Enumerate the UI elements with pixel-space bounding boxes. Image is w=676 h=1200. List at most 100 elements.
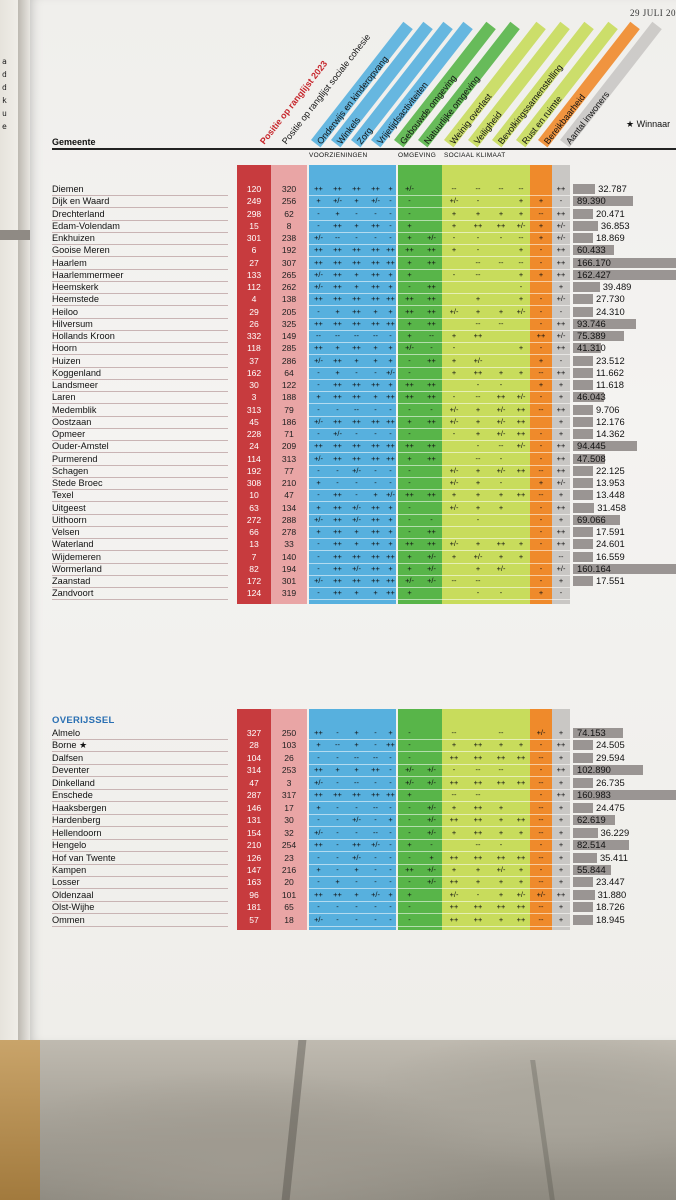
inwoners-value: 27.730 (596, 293, 625, 305)
score-cell: +/- (328, 195, 347, 209)
table-row: Haaksbergen 146 17 + - - -- - - +/- + ++ + -- + 24.475 (30, 801, 660, 815)
score-cell: + (490, 367, 512, 380)
score-cell: + (466, 416, 490, 429)
score-cell: ++ (309, 889, 328, 902)
score-cell: ++ (347, 342, 366, 356)
score-cell: + (442, 220, 466, 233)
inwoners-bar (573, 233, 593, 243)
score-cell (512, 453, 530, 466)
inwoners-bar (573, 765, 643, 776)
score-cell: + (466, 404, 490, 417)
table-row: Uitgeest 63 134 + ++ +/- ++ + - +/- + + - ++ 31.458 (30, 501, 660, 515)
score-cell (512, 330, 530, 343)
score-cell: -- (466, 764, 490, 778)
score-cell: ++ (552, 269, 570, 282)
inwoners-bar-wrap: 36.229 (573, 827, 676, 838)
score-cell: + (530, 232, 552, 245)
score-cell: + (398, 318, 421, 331)
score-cell: + (309, 739, 328, 753)
inwoners-bar-wrap: 60.433 (573, 244, 676, 256)
inwoners-value: 24.310 (596, 305, 625, 317)
score-cell: - (347, 827, 366, 840)
score-cell: ++ (490, 220, 512, 233)
score-cell: ++ (347, 789, 366, 803)
score-cell: + (347, 269, 366, 282)
municipality-name: Haaksbergen (52, 802, 228, 815)
municipality-name: Purmerend (52, 453, 228, 466)
score-cell (442, 453, 466, 466)
margin-letter: u (2, 109, 7, 118)
municipality-name: Texel (52, 489, 228, 503)
inwoners-bar (573, 416, 593, 427)
municipality-name: Olst-Wijhe (52, 901, 228, 915)
table-row: Borne ★ 28 103 + -- + - ++ - + ++ + + - ++ 24.505 (30, 739, 660, 753)
inwoners-bar (573, 380, 593, 390)
table-row: Drechterland 298 62- + - - - - + + + + -- ++ 20.471 (30, 207, 660, 221)
rank-cohesie: 307 (271, 256, 307, 269)
score-cell: + (366, 489, 385, 503)
score-cell: - (309, 587, 328, 601)
score-cell: - (552, 355, 570, 368)
inwoners-bar-wrap: 166.170 (573, 257, 676, 268)
inwoners-bar-wrap: 31.458 (573, 502, 676, 513)
score-cell: +/- (309, 453, 328, 466)
inwoners-bar (573, 790, 676, 801)
inwoners-bar-wrap: 89.390 (573, 195, 676, 207)
inwoners-bar (573, 429, 593, 439)
score-cell: + (347, 889, 366, 902)
score-cell: + (385, 727, 396, 740)
score-cell: + (552, 428, 570, 441)
score-cell (490, 244, 512, 258)
score-cell: + (530, 355, 552, 368)
score-cell: - (347, 232, 366, 245)
inwoners-bar (573, 539, 593, 550)
rank-cohesie: 320 (271, 183, 307, 195)
score-cell: ++ (328, 563, 347, 576)
score-cell: ++ (328, 269, 347, 282)
score-cell: ++ (328, 587, 347, 601)
inwoners-bar-wrap: 160.164 (573, 563, 676, 574)
score-cell: - (466, 440, 490, 454)
score-cell: ++ (385, 575, 396, 588)
rank-cohesie: 194 (271, 562, 307, 575)
score-cell (490, 195, 512, 209)
score-cell: +/- (385, 489, 396, 503)
inwoners-bar (573, 367, 593, 378)
score-cell: - (385, 777, 396, 790)
score-cell: + (512, 208, 530, 221)
score-cell: ++ (490, 752, 512, 765)
score-cell: + (442, 208, 466, 221)
score-cell: - (530, 257, 552, 270)
table-row: Hof van Twente 126 23- - +/- - - - + ++ ++ ++ ++ -- + … (30, 851, 660, 865)
municipality-label: Ouder-Amstel (52, 441, 109, 452)
score-cell: -- (328, 739, 347, 753)
inwoners-bar-wrap: 16.559 (573, 551, 676, 562)
score-cell: -- (466, 453, 490, 466)
municipality-name: Ommen (52, 914, 228, 927)
score-cell: - (385, 404, 396, 417)
inwoners-value: 22.125 (596, 464, 625, 476)
score-cell (512, 575, 530, 588)
inwoners-value: 26.735 (596, 776, 625, 788)
score-cell: - (366, 814, 385, 828)
rank-cohesie: 253 (271, 764, 307, 777)
table-row: Hoorn 118 285 ++ + ++ + + +/- - - + - ++ 41.310 (30, 342, 660, 356)
score-cell: ++ (552, 789, 570, 803)
municipality-label: Texel (52, 490, 74, 501)
municipality-name: Gooise Meren (52, 244, 228, 258)
rank-2023: 27 (237, 256, 271, 269)
rank-cohesie: 26 (271, 751, 307, 764)
inwoners-bar (573, 318, 637, 329)
score-cell: + (466, 538, 490, 552)
score-cell (421, 914, 442, 927)
score-cell: -- (530, 367, 552, 380)
rank-cohesie: 317 (271, 789, 307, 802)
municipality-name: Velsen (52, 526, 228, 539)
score-cell (490, 330, 512, 343)
score-cell: - (366, 477, 385, 490)
score-cell: ++ (421, 453, 442, 466)
score-cell: + (490, 889, 512, 902)
score-cell: +/- (442, 538, 466, 552)
score-cell: - (442, 391, 466, 405)
rank-cohesie: 192 (271, 244, 307, 257)
